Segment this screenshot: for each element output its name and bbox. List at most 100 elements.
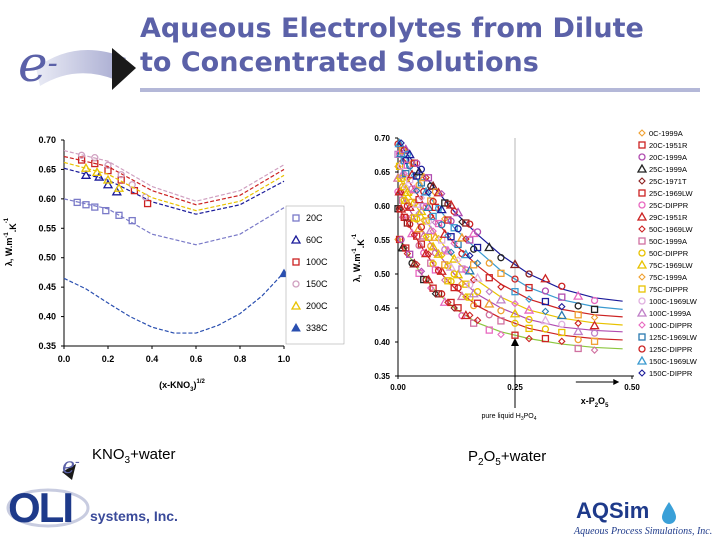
title-underline xyxy=(140,88,700,92)
x-tick-label: 0.00 xyxy=(390,383,406,392)
x-axis-label: (x-KNO3)1/2 xyxy=(159,379,205,393)
y-tick-label: 0.70 xyxy=(374,134,390,143)
legend-marker xyxy=(638,189,646,197)
data-point xyxy=(473,259,482,267)
legend-marker xyxy=(636,211,648,221)
data-point xyxy=(497,283,505,291)
legend-marker xyxy=(290,300,302,310)
data-point xyxy=(406,250,414,258)
aqsim-tagline: Aqueous Process Simulations, Inc. xyxy=(574,526,713,537)
data-point xyxy=(450,304,458,312)
oli-logo-e: e- xyxy=(62,454,80,479)
data-point xyxy=(417,223,426,231)
legend: 0C-1999A 20C-1951R 20C-1999A 25C-1999A 25C-1… xyxy=(636,129,698,378)
data-point xyxy=(541,307,550,316)
e-logo-letter: e- xyxy=(18,35,58,93)
y-tick-label: 0.50 xyxy=(38,253,56,263)
data-point xyxy=(525,315,533,324)
data-point xyxy=(452,269,464,279)
x-tick-label: 0.6 xyxy=(190,354,203,364)
data-point xyxy=(574,335,582,344)
aqsim-logo-text: AQSim xyxy=(576,498,650,523)
data-point xyxy=(525,283,533,292)
legend-marker xyxy=(638,129,646,137)
y-tick-label: 0.40 xyxy=(38,312,56,322)
data-point xyxy=(422,232,430,241)
data-point xyxy=(447,248,455,257)
y-tick-label: 0.35 xyxy=(38,341,56,351)
legend-marker xyxy=(638,141,646,149)
data-point xyxy=(444,277,452,285)
data-point xyxy=(94,171,105,181)
data-point xyxy=(525,295,533,303)
data-point xyxy=(427,241,439,251)
data-point xyxy=(589,320,600,330)
series-curve xyxy=(63,167,285,215)
data-point xyxy=(417,194,426,202)
legend-label: 150C xyxy=(306,279,328,289)
data-point xyxy=(413,232,421,240)
data-point xyxy=(462,280,470,288)
legend-label: 0C-1999A xyxy=(649,129,683,138)
annotation-arrow-head xyxy=(511,338,519,346)
p2o5-chart: 0.350.400.450.500.550.600.650.700.00 0.25… xyxy=(346,124,720,424)
data-point xyxy=(395,203,407,213)
data-point xyxy=(404,149,415,159)
data-point xyxy=(445,262,457,271)
data-point xyxy=(415,241,423,250)
data-point xyxy=(420,248,432,258)
data-point xyxy=(436,265,447,275)
data-point xyxy=(525,324,533,333)
legend-label: 25C-1971T xyxy=(649,177,687,186)
data-point xyxy=(473,228,482,236)
legend-label: 100C-DIPPR xyxy=(649,321,693,330)
data-point xyxy=(102,179,114,189)
data-point xyxy=(91,203,99,211)
data-point xyxy=(454,284,462,292)
data-point xyxy=(470,245,478,253)
data-point xyxy=(497,269,505,277)
slide-title: Aqueous Electrolytes from Dilute to Conc… xyxy=(140,12,710,80)
data-point xyxy=(497,330,505,339)
data-point xyxy=(466,281,474,289)
data-point xyxy=(423,202,434,212)
data-point xyxy=(408,212,416,221)
curve-group xyxy=(392,172,623,330)
data-point xyxy=(80,162,92,172)
slide-title-line-2: to Concentrated Solutions xyxy=(140,47,539,78)
legend-label: 100C xyxy=(306,257,328,267)
data-point xyxy=(445,199,457,209)
series-curve xyxy=(63,161,285,212)
data-point xyxy=(558,282,566,290)
legend-marker xyxy=(636,307,648,317)
data-point xyxy=(458,265,466,273)
data-point xyxy=(465,251,474,260)
data-point xyxy=(143,199,152,208)
data-point xyxy=(573,326,584,336)
curve-group xyxy=(394,162,623,322)
data-point xyxy=(454,304,462,312)
data-point xyxy=(450,283,458,292)
data-point xyxy=(91,154,99,162)
data-point xyxy=(590,313,599,322)
data-point xyxy=(574,344,582,353)
swoosh-arrow-head xyxy=(112,48,136,90)
y-tick-label: 0.60 xyxy=(38,194,56,204)
legend-label: 20C-1999A xyxy=(649,153,687,162)
data-point xyxy=(511,288,519,296)
legend-marker xyxy=(292,258,300,266)
data-point xyxy=(410,231,419,239)
legend-box xyxy=(285,205,345,345)
data-point xyxy=(574,302,582,310)
x-tick-label: 0.50 xyxy=(624,383,640,392)
series-200c xyxy=(63,161,285,212)
data-point xyxy=(540,273,551,283)
x-tick-label: 0.0 xyxy=(58,354,71,364)
legend-marker xyxy=(638,237,646,245)
series-curve xyxy=(63,150,285,202)
series-curve xyxy=(63,272,285,334)
data-point xyxy=(406,220,414,228)
data-point xyxy=(450,224,458,232)
data-point xyxy=(402,187,413,197)
curve-group xyxy=(394,203,623,345)
